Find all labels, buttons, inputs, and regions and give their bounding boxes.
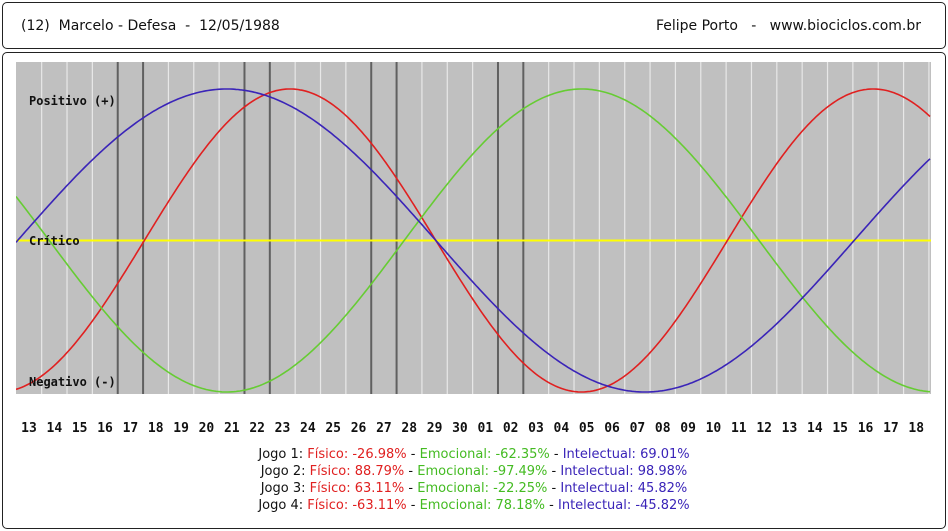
jogo-label: Jogo 1: bbox=[258, 447, 304, 462]
series-intelectual-line bbox=[16, 88, 931, 393]
emocional-value: Emocional: -62.35% bbox=[419, 447, 550, 462]
x-tick-label: 25 bbox=[325, 421, 341, 436]
site-credit: Felipe Porto - www.biociclos.com.br bbox=[655, 18, 921, 34]
emocional-value: Emocional: -97.49% bbox=[417, 464, 548, 479]
x-tick-label: 12 bbox=[756, 421, 772, 436]
x-tick-label: 26 bbox=[351, 421, 367, 436]
x-tick-labels: 13 14 15 16 17 18 19 20 21 22 23 24 25 26 27 28 29 30 01 02… bbox=[21, 421, 924, 436]
jogo-line-4: Jogo 4: Físico: -63.11% - Emocional: 78.… bbox=[258, 498, 690, 513]
profile-title: (12) Marcelo - Defesa - 12/05/1988 bbox=[21, 18, 280, 34]
x-tick-label: 17 bbox=[883, 421, 899, 436]
x-tick-label: 30 bbox=[452, 421, 468, 436]
x-tick-label: 24 bbox=[300, 421, 316, 436]
jogo-line-1: Jogo 1: Físico: -26.98% - Emocional: -62… bbox=[258, 447, 690, 462]
x-tick-label: 10 bbox=[706, 421, 722, 436]
biorhythm-chart: Positivo (+) Crítico Negativo (-) 13 14 15… bbox=[16, 62, 931, 436]
x-tick-label: 11 bbox=[731, 421, 747, 436]
x-tick-label: 23 bbox=[275, 421, 291, 436]
x-tick-label: 02 bbox=[503, 421, 519, 436]
x-tick-label: 07 bbox=[630, 421, 646, 436]
series-emocional-line bbox=[16, 88, 931, 393]
x-tick-label: 05 bbox=[579, 421, 595, 436]
fisico-value: Físico: -26.98% bbox=[307, 447, 407, 462]
x-tick-label: 09 bbox=[680, 421, 696, 436]
fisico-value: Físico: 63.11% bbox=[309, 481, 405, 496]
x-tick-label: 13 bbox=[782, 421, 798, 436]
x-tick-label: 21 bbox=[224, 421, 240, 436]
intelectual-value: Intelectual: 69.01% bbox=[562, 447, 690, 462]
x-tick-label: 01 bbox=[477, 421, 493, 436]
x-tick-label: 14 bbox=[807, 421, 823, 436]
x-tick-label: 06 bbox=[604, 421, 620, 436]
intelectual-value: Intelectual: 45.82% bbox=[560, 481, 688, 496]
x-tick-label: 17 bbox=[123, 421, 139, 436]
x-tick-label: 20 bbox=[199, 421, 215, 436]
fisico-value: Físico: -63.11% bbox=[307, 498, 407, 513]
x-tick-label: 14 bbox=[47, 421, 63, 436]
x-tick-label: 15 bbox=[72, 421, 88, 436]
jogo-line-3: Jogo 3: Físico: 63.11% - Emocional: -22.… bbox=[260, 481, 688, 496]
intelectual-value: Intelectual: -45.82% bbox=[558, 498, 690, 513]
curves bbox=[16, 88, 931, 393]
x-tick-label: 16 bbox=[97, 421, 113, 436]
x-tick-label: 18 bbox=[908, 421, 924, 436]
intelectual-value: Intelectual: 98.98% bbox=[560, 464, 688, 479]
x-tick-label: 29 bbox=[427, 421, 443, 436]
x-tick-label: 15 bbox=[832, 421, 848, 436]
header-box: (12) Marcelo - Defesa - 12/05/1988 Felip… bbox=[2, 2, 946, 49]
y-label-negative: Negativo (-) bbox=[29, 375, 116, 389]
jogo-line-2: Jogo 2: Físico: 88.79% - Emocional: -97.… bbox=[260, 464, 688, 479]
series-fisico-line bbox=[16, 88, 931, 393]
y-label-positive: Positivo (+) bbox=[29, 94, 116, 108]
x-tick-label: 16 bbox=[858, 421, 874, 436]
x-tick-label: 18 bbox=[148, 421, 164, 436]
jogo-label: Jogo 2: bbox=[260, 464, 306, 479]
x-tick-label: 27 bbox=[376, 421, 392, 436]
x-tick-label: 04 bbox=[554, 421, 570, 436]
emocional-value: Emocional: -22.25% bbox=[417, 481, 548, 496]
y-labels: Positivo (+) Crítico Negativo (-) bbox=[29, 94, 116, 389]
fisico-value: Físico: 88.79% bbox=[309, 464, 405, 479]
x-tick-label: 28 bbox=[401, 421, 417, 436]
x-tick-label: 03 bbox=[528, 421, 544, 436]
jogo-label: Jogo 4: bbox=[258, 498, 304, 513]
emocional-value: Emocional: 78.18% bbox=[419, 498, 546, 513]
y-label-critical: Crítico bbox=[29, 234, 80, 248]
x-tick-label: 22 bbox=[249, 421, 265, 436]
x-tick-label: 13 bbox=[21, 421, 37, 436]
x-tick-label: 08 bbox=[655, 421, 671, 436]
jogo-label: Jogo 3: bbox=[260, 481, 306, 496]
x-tick-label: 19 bbox=[173, 421, 189, 436]
